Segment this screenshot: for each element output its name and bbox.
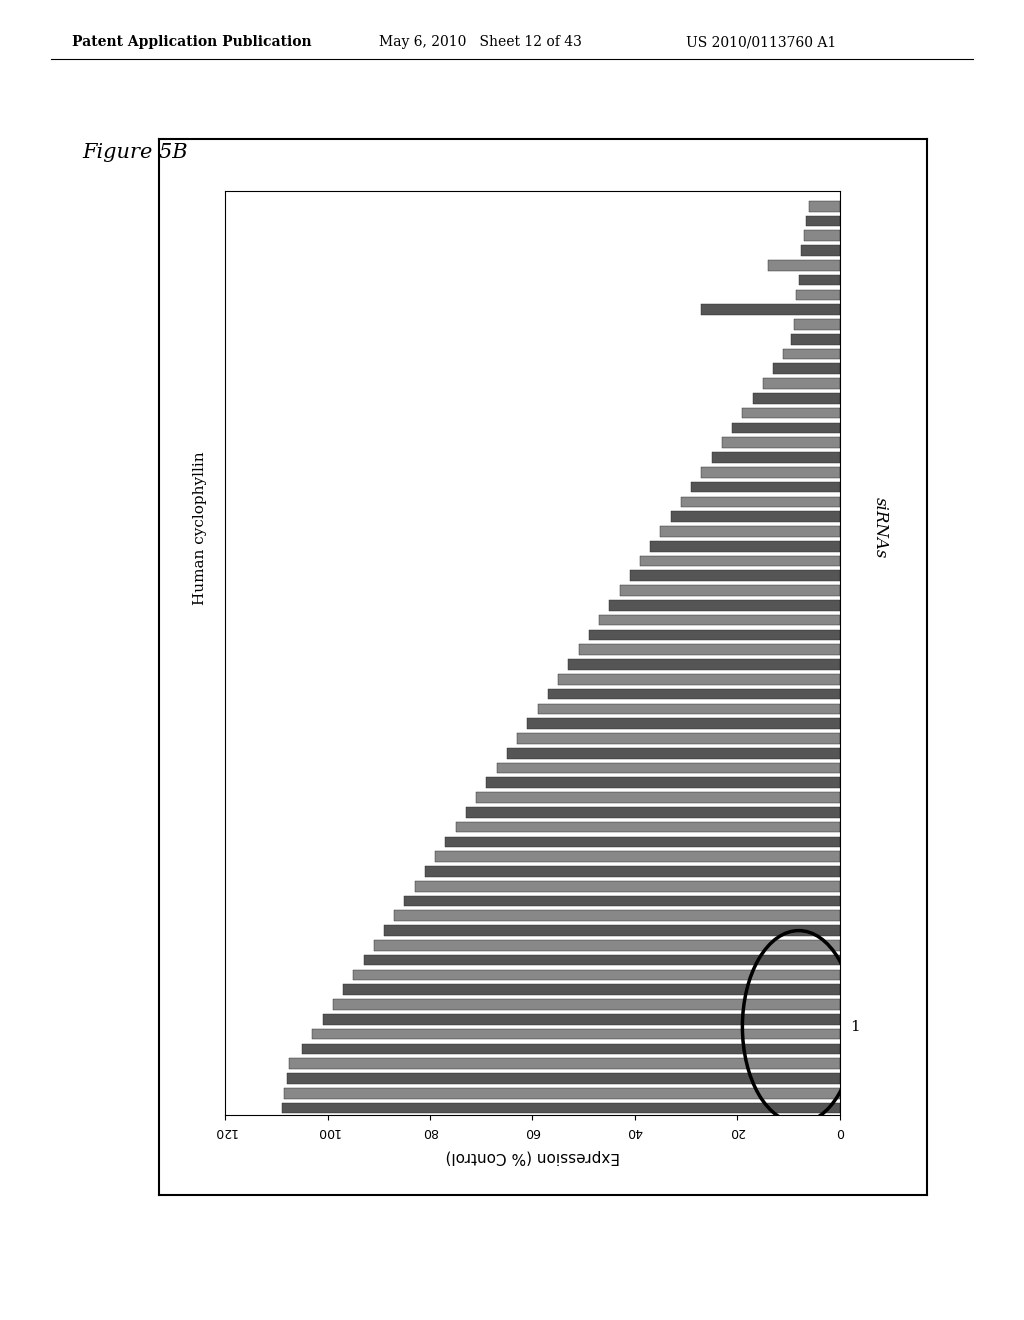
- Bar: [620, 585, 840, 595]
- Bar: [599, 615, 840, 626]
- Bar: [343, 985, 840, 995]
- Text: Human cyclophyllin: Human cyclophyllin: [193, 451, 207, 605]
- Bar: [415, 880, 840, 891]
- Bar: [807, 215, 840, 226]
- Bar: [783, 348, 840, 359]
- Text: Figure 5B: Figure 5B: [82, 144, 187, 162]
- Bar: [476, 792, 840, 803]
- Bar: [722, 437, 840, 447]
- Bar: [284, 1088, 840, 1098]
- Bar: [445, 837, 840, 847]
- Bar: [701, 305, 840, 315]
- Bar: [650, 541, 840, 552]
- Bar: [466, 807, 840, 817]
- Bar: [394, 911, 840, 921]
- Bar: [732, 422, 840, 433]
- Bar: [456, 822, 840, 833]
- Bar: [640, 556, 840, 566]
- Bar: [323, 1014, 840, 1024]
- Bar: [712, 453, 840, 463]
- Text: 1: 1: [850, 1019, 860, 1034]
- Bar: [404, 896, 840, 907]
- Bar: [548, 689, 840, 700]
- Bar: [302, 1044, 840, 1055]
- Text: Patent Application Publication: Patent Application Publication: [72, 36, 311, 49]
- Text: May 6, 2010   Sheet 12 of 43: May 6, 2010 Sheet 12 of 43: [379, 36, 582, 49]
- Bar: [701, 467, 840, 478]
- Bar: [799, 275, 840, 285]
- Bar: [497, 763, 840, 774]
- Bar: [768, 260, 840, 271]
- Bar: [282, 1102, 840, 1113]
- Bar: [660, 527, 840, 537]
- Bar: [809, 201, 840, 211]
- Bar: [287, 1073, 840, 1084]
- Bar: [753, 393, 840, 404]
- Bar: [742, 408, 840, 418]
- Bar: [568, 659, 840, 669]
- Bar: [763, 379, 840, 389]
- Bar: [435, 851, 840, 862]
- Bar: [364, 954, 840, 965]
- Bar: [374, 940, 840, 950]
- Bar: [773, 363, 840, 374]
- Bar: [804, 231, 840, 242]
- Text: siRNAs: siRNAs: [872, 498, 889, 558]
- Bar: [801, 246, 840, 256]
- Bar: [312, 1028, 840, 1039]
- Bar: [671, 511, 840, 521]
- Bar: [681, 496, 840, 507]
- Bar: [589, 630, 840, 640]
- Bar: [289, 1059, 840, 1069]
- Bar: [333, 999, 840, 1010]
- Bar: [384, 925, 840, 936]
- Bar: [630, 570, 840, 581]
- Bar: [425, 866, 840, 876]
- Bar: [527, 718, 840, 729]
- Bar: [579, 644, 840, 655]
- X-axis label: Expression (% Control): Expression (% Control): [445, 1150, 620, 1164]
- Bar: [507, 748, 840, 759]
- Bar: [797, 289, 840, 300]
- Bar: [794, 319, 840, 330]
- Bar: [486, 777, 840, 788]
- Bar: [558, 675, 840, 685]
- Bar: [609, 601, 840, 611]
- Bar: [353, 970, 840, 981]
- Text: US 2010/0113760 A1: US 2010/0113760 A1: [686, 36, 837, 49]
- Bar: [691, 482, 840, 492]
- Bar: [791, 334, 840, 345]
- Bar: [517, 733, 840, 743]
- Bar: [538, 704, 840, 714]
